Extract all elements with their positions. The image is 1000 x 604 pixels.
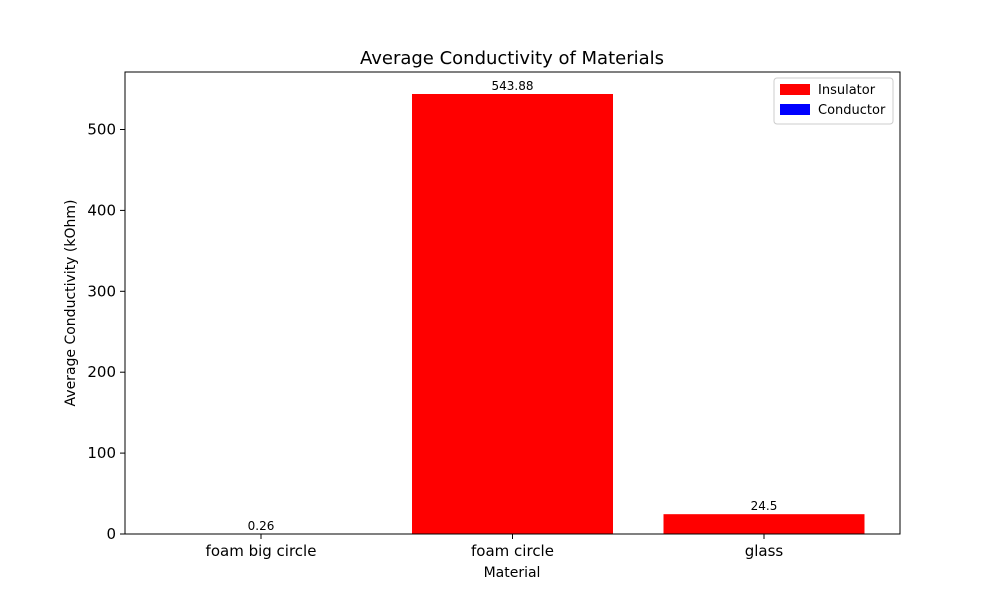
legend-swatch-conductor <box>780 104 810 115</box>
legend-label-insulator: Insulator <box>818 83 876 98</box>
bar-value-label-1: 543.88 <box>492 79 534 93</box>
x-axis-ticks: foam big circle foam circle glass <box>206 534 784 560</box>
y-tick-label-3: 300 <box>87 282 116 300</box>
x-tick-label-1: foam circle <box>471 542 554 560</box>
y-tick-label-0: 0 <box>106 525 116 543</box>
legend-swatch-insulator <box>780 84 810 95</box>
x-tick-label-2: glass <box>745 542 784 560</box>
y-tick-label-4: 400 <box>87 201 116 219</box>
chart-title: Average Conductivity of Materials <box>360 48 664 69</box>
bars-group <box>161 94 865 534</box>
y-tick-label-5: 500 <box>87 120 116 138</box>
bar-2 <box>664 514 865 534</box>
legend: Insulator Conductor <box>774 78 893 124</box>
x-tick-label-0: foam big circle <box>206 542 317 560</box>
legend-label-conductor: Conductor <box>818 103 886 118</box>
bar-value-label-0: 0.26 <box>248 519 275 533</box>
bar-1 <box>412 94 613 534</box>
y-axis-ticks: 0 100 200 300 400 500 <box>87 120 125 543</box>
y-tick-label-2: 200 <box>87 363 116 381</box>
y-tick-label-1: 100 <box>87 444 116 462</box>
bar-value-label-2: 24.5 <box>751 499 778 513</box>
y-axis-label: Average Conductivity (kOhm) <box>63 200 79 407</box>
x-axis-label: Material <box>484 565 541 581</box>
